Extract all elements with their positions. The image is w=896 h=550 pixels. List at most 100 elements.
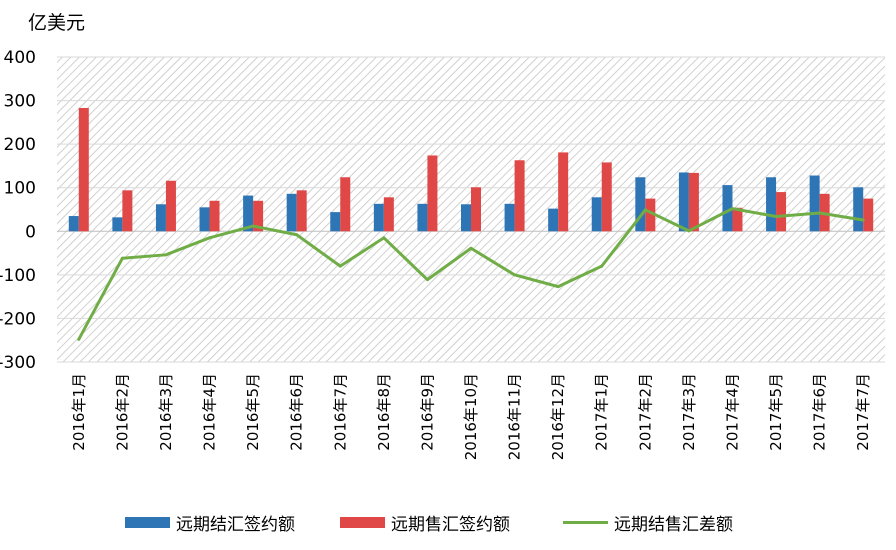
- y-tick-label: 0: [25, 222, 36, 242]
- balance-point: [861, 218, 865, 222]
- balance-point: [469, 246, 473, 250]
- bar-sale: [122, 190, 133, 232]
- bar-settlement: [853, 187, 864, 232]
- bar-sale: [558, 152, 569, 232]
- bar-settlement: [417, 203, 428, 232]
- legend: 远期结汇签约额 远期售汇签约额 远期结售汇差额: [0, 510, 896, 540]
- y-tick-label: 400: [4, 48, 36, 68]
- bar-sale: [732, 207, 743, 232]
- bar-sale: [253, 200, 264, 232]
- y-tick-label: 100: [4, 179, 36, 199]
- bar-settlement: [591, 197, 602, 232]
- y-tick-label: -100: [0, 266, 36, 286]
- balance-point: [295, 233, 299, 237]
- balance-line: [77, 207, 865, 341]
- bar-settlement: [809, 175, 820, 232]
- x-tick-label: 2016年8月: [375, 373, 393, 451]
- bar-settlement: [155, 204, 166, 232]
- x-tick-label: 2016年4月: [201, 373, 219, 451]
- y-tick-label: -300: [0, 353, 36, 373]
- bar-settlement: [635, 177, 646, 232]
- bar-settlement: [286, 193, 297, 232]
- bar-settlement: [112, 217, 123, 232]
- bars: [68, 107, 874, 232]
- balance-point: [425, 278, 429, 282]
- x-tick-label: 2017年7月: [854, 373, 872, 451]
- legend-item-sale: 远期售汇签约额: [340, 510, 510, 535]
- bar-sale: [471, 187, 481, 232]
- bar-sale: [776, 192, 787, 232]
- balance-point: [818, 211, 822, 215]
- x-tick-label: 2016年6月: [288, 373, 306, 451]
- x-tick-label: 2016年10月: [462, 373, 480, 460]
- x-tick-label: 2016年9月: [418, 373, 436, 451]
- bar-settlement: [243, 195, 254, 232]
- bar-settlement: [722, 185, 733, 232]
- balance-point: [687, 229, 691, 233]
- bar-settlement: [199, 207, 210, 232]
- balance-point: [513, 273, 517, 277]
- bar-settlement: [330, 212, 341, 232]
- bar-settlement: [766, 177, 777, 232]
- bar-sale: [78, 107, 89, 232]
- y-unit-label: 亿美元: [28, 12, 86, 34]
- x-tick-label: 2017年3月: [680, 373, 698, 451]
- legend-swatch-sale: [340, 517, 385, 528]
- balance-point: [643, 208, 647, 212]
- legend-label-balance: 远期结售汇差额: [614, 515, 733, 535]
- x-tick-label: 2016年7月: [331, 373, 349, 451]
- x-tick-label: 2016年1月: [70, 373, 88, 451]
- chart: 400 300 200 100 0 -100 -200 -300 2016年1月 2016年2月…: [0, 48, 885, 460]
- balance-point: [338, 264, 342, 268]
- bar-settlement: [504, 203, 515, 232]
- bar-sale: [165, 180, 176, 232]
- bar-settlement: [461, 204, 471, 232]
- bar-settlement: [68, 216, 79, 232]
- bar-sale: [209, 200, 220, 232]
- x-tick-label: 2017年1月: [593, 373, 611, 451]
- x-tick-label: 2017年5月: [767, 373, 785, 451]
- x-tick-label: 2017年2月: [636, 373, 654, 451]
- legend-label-sale: 远期售汇签约额: [391, 515, 510, 535]
- x-tick-label: 2016年2月: [113, 373, 131, 451]
- x-tick-label: 2016年5月: [244, 373, 262, 451]
- legend-label-settlement: 远期结汇签约额: [176, 515, 295, 535]
- balance-point: [208, 236, 212, 240]
- bar-sale: [645, 198, 656, 232]
- bar-sale: [340, 177, 351, 232]
- legend-item-balance: 远期结售汇差额: [563, 510, 733, 535]
- x-tick-label: 2017年6月: [811, 373, 829, 451]
- legend-swatch-settlement: [125, 517, 170, 528]
- x-tick-label: 2016年3月: [157, 373, 175, 451]
- y-axis-ticks: 400 300 200 100 0 -100 -200 -300: [0, 48, 36, 373]
- x-tick-label: 2016年11月: [506, 373, 524, 460]
- bar-settlement: [548, 208, 559, 232]
- bar-settlement: [373, 203, 384, 232]
- x-axis-ticks: 2016年1月 2016年2月 2016年3月 2016年4月 2016年5月 2016年…: [70, 373, 872, 460]
- bar-settlement: [678, 172, 689, 232]
- bar-sale: [383, 197, 394, 232]
- balance-point: [556, 285, 560, 289]
- balance-point: [382, 236, 386, 240]
- balance-point: [600, 264, 604, 268]
- balance-point: [77, 337, 81, 341]
- gridlines: [57, 56, 885, 363]
- balance-point: [774, 214, 778, 218]
- legend-swatch-balance: [563, 521, 608, 524]
- legend-item-settlement: 远期结汇签约额: [125, 510, 295, 535]
- x-tick-label: 2017年4月: [723, 373, 741, 451]
- bar-sale: [601, 162, 612, 232]
- balance-point: [164, 253, 168, 257]
- bar-sale: [514, 160, 525, 232]
- bar-sale: [688, 172, 699, 232]
- balance-point: [730, 207, 734, 211]
- y-tick-label: -200: [0, 309, 36, 329]
- bar-sale: [296, 190, 307, 232]
- x-tick-label: 2016年12月: [549, 373, 567, 460]
- y-tick-label: 200: [4, 135, 36, 155]
- balance-point: [120, 256, 124, 260]
- y-tick-label: 300: [4, 92, 36, 112]
- balance-point: [251, 224, 255, 228]
- bar-sale: [427, 155, 438, 232]
- bar-sale: [863, 198, 874, 232]
